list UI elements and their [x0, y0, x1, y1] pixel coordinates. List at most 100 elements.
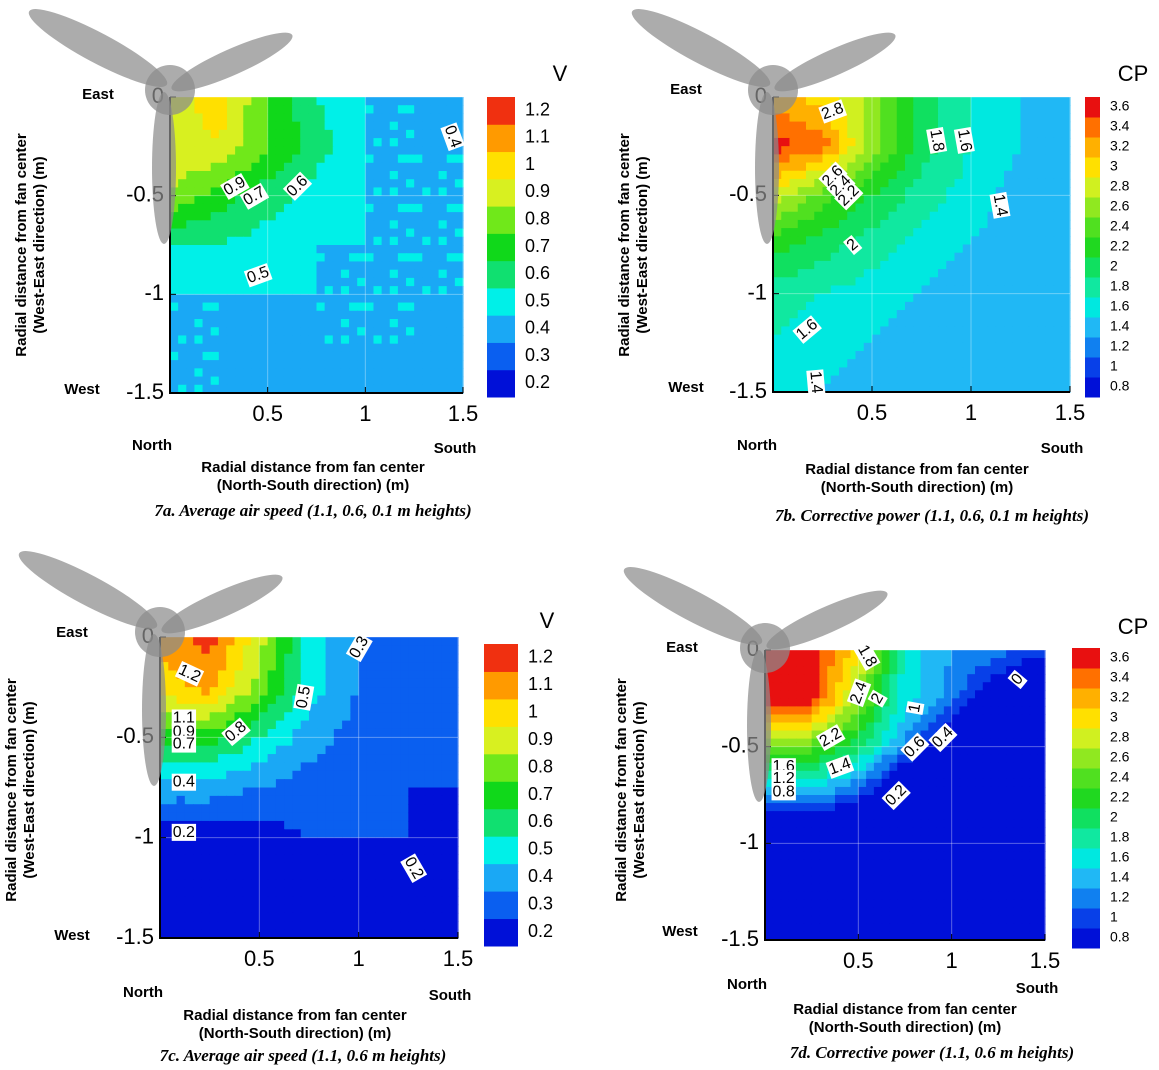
contour-cell	[375, 804, 384, 813]
contour-cell	[781, 819, 789, 828]
contour-cell	[235, 888, 244, 897]
contour-cell	[952, 779, 960, 788]
y-axis-title: Radial distance from fan center	[3, 678, 20, 902]
contour-cell	[897, 261, 906, 270]
contour-cell	[392, 821, 401, 830]
contour-cell	[243, 788, 252, 797]
contour-cell	[384, 779, 393, 788]
contour-cell	[292, 888, 301, 897]
contour-cell	[814, 204, 823, 213]
contour-cell	[417, 813, 426, 822]
contour-cell	[1021, 236, 1030, 245]
contour-cell	[866, 731, 874, 740]
contour-cell	[1029, 179, 1038, 188]
contour-cell	[178, 163, 187, 172]
contour-cell	[975, 731, 983, 740]
contour-cell	[1037, 154, 1046, 163]
contour-cell	[1054, 204, 1063, 213]
contour-cell	[349, 105, 358, 114]
contour-cell	[955, 343, 964, 352]
contour-cell	[1029, 714, 1037, 723]
contour-cell	[384, 905, 393, 914]
contour-cell	[1029, 747, 1037, 756]
contour-cell	[235, 97, 244, 106]
contour-cell	[880, 253, 889, 262]
contour-cell	[425, 863, 434, 872]
contour-cell	[218, 879, 227, 888]
contour-cell	[988, 302, 997, 311]
contour-cell	[847, 97, 856, 106]
contour-cell	[333, 253, 342, 262]
contour-cell	[952, 795, 960, 804]
contour-cell	[276, 163, 285, 172]
contour-cell	[804, 690, 812, 699]
contour-cell	[814, 351, 823, 360]
contour-cell	[367, 888, 376, 897]
contour-cell	[160, 779, 169, 788]
contour-cell	[1029, 138, 1038, 147]
contour-cell	[922, 310, 931, 319]
contour-cell	[326, 813, 335, 822]
contour-cell	[276, 122, 285, 131]
contour-cell	[971, 97, 980, 106]
contour-cell	[430, 319, 439, 328]
contour-cell	[414, 335, 423, 344]
contour-cell	[373, 138, 382, 147]
contour-cell	[430, 155, 439, 164]
contour-cell	[1037, 294, 1046, 303]
contour-cell	[814, 220, 823, 229]
contour-cell	[357, 179, 366, 188]
contour-cell	[373, 253, 382, 262]
contour-cell	[955, 376, 964, 385]
contour-cell	[847, 285, 856, 294]
contour-cell	[218, 662, 227, 671]
x-axis-title: (North-South direction) (m)	[217, 477, 409, 494]
contour-cell	[300, 270, 309, 279]
contour-cell	[276, 360, 285, 369]
contour-cell	[226, 670, 235, 679]
contour-cell	[839, 367, 848, 376]
contour-cell	[967, 835, 975, 844]
contour-cell	[804, 723, 812, 732]
contour-cell	[260, 253, 269, 262]
contour-cell	[1029, 154, 1038, 163]
contour-cell	[839, 146, 848, 155]
contour-cell	[967, 795, 975, 804]
contour-cell	[384, 796, 393, 805]
contour-cell	[1037, 310, 1046, 319]
contour-cell	[211, 319, 220, 328]
contour-cell	[827, 859, 835, 868]
contour-cell	[872, 277, 881, 286]
contour-cell	[317, 113, 326, 122]
contour-cell	[218, 888, 227, 897]
contour-cell	[913, 795, 921, 804]
contour-cell	[268, 286, 277, 295]
contour-cell	[430, 368, 439, 377]
contour-cell	[874, 739, 882, 748]
contour-cell	[922, 146, 931, 155]
contour-cell	[921, 755, 929, 764]
contour-cell	[375, 746, 384, 755]
contour-cell	[422, 368, 431, 377]
contour-cell	[284, 368, 293, 377]
contour-cell	[814, 359, 823, 368]
contour-cell	[847, 335, 856, 344]
contour-cell	[408, 913, 417, 922]
contour-cell	[317, 229, 326, 238]
contour-cell	[408, 721, 417, 730]
contour-cell	[268, 746, 277, 755]
contour-cell	[276, 662, 285, 671]
contour-cell	[430, 352, 439, 361]
contour-cell	[414, 130, 423, 139]
contour-cell	[259, 704, 268, 713]
x-axis-title: (North-South direction) (m)	[199, 1025, 391, 1042]
contour-cell	[1014, 658, 1022, 667]
contour-cell	[317, 303, 326, 312]
contour-cell	[866, 747, 874, 756]
contour-cell	[292, 645, 301, 654]
contour-cell	[201, 729, 210, 738]
contour-cell	[1037, 674, 1045, 683]
contour-cell	[938, 318, 947, 327]
contour-cell	[936, 771, 944, 780]
contour-cell	[1006, 747, 1014, 756]
